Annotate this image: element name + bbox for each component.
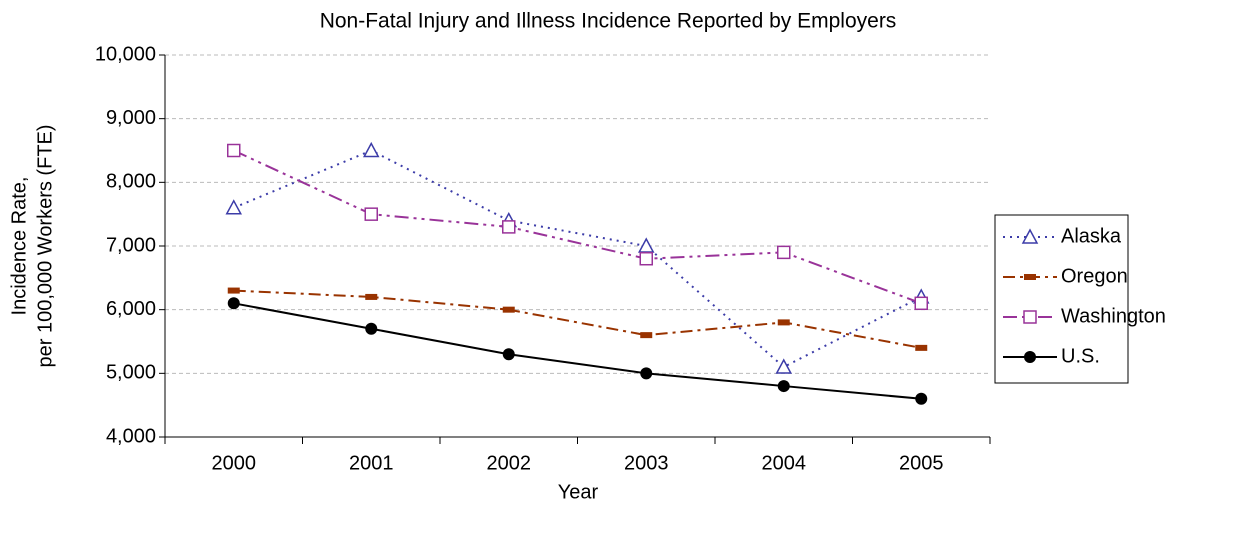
x-tick-label: 2004 — [762, 452, 807, 474]
marker — [777, 380, 790, 393]
x-tick-label: 2002 — [487, 452, 532, 474]
x-tick-label: 2001 — [349, 452, 394, 474]
marker — [502, 220, 516, 234]
legend-marker — [1023, 310, 1037, 324]
marker — [227, 287, 240, 294]
legend-label: Alaska — [1061, 225, 1122, 247]
marker — [227, 297, 240, 310]
y-axis-title: per 100,000 Workers (FTE) — [34, 124, 56, 367]
marker — [365, 293, 378, 300]
y-tick-label: 10,000 — [95, 43, 156, 65]
x-tick-label: 2005 — [899, 452, 944, 474]
marker — [777, 319, 790, 326]
marker — [365, 322, 378, 335]
y-tick-label: 6,000 — [106, 298, 156, 320]
legend-label: Oregon — [1061, 265, 1128, 287]
series-line — [233, 289, 922, 349]
legend-marker — [1024, 351, 1036, 363]
marker — [227, 143, 241, 158]
marker — [364, 207, 378, 221]
marker — [640, 332, 653, 339]
marker — [775, 358, 793, 374]
legend — [994, 214, 1129, 384]
series-line — [233, 149, 922, 369]
y-tick-label: 4,000 — [106, 425, 156, 447]
marker — [777, 245, 791, 260]
x-tick-label: 2000 — [212, 452, 257, 474]
legend-marker — [1021, 228, 1039, 244]
y-tick-label: 7,000 — [106, 234, 156, 256]
marker — [362, 141, 380, 158]
y-axis-title: Incidence Rate, — [8, 177, 30, 316]
legend-label: U.S. — [1061, 345, 1100, 367]
marker — [914, 296, 928, 311]
marker — [225, 199, 243, 215]
y-tick-label: 5,000 — [106, 362, 156, 384]
series-line — [233, 149, 922, 305]
y-tick-label: 8,000 — [106, 171, 156, 193]
chart-title: Non-Fatal Injury and Illness Incidence R… — [320, 10, 897, 33]
marker — [640, 367, 653, 380]
marker — [502, 306, 515, 313]
marker — [915, 344, 928, 351]
legend-label: Washington — [1061, 305, 1166, 327]
marker — [502, 348, 515, 361]
marker — [915, 392, 928, 405]
x-axis-title: Year — [558, 481, 599, 503]
series-line — [233, 302, 922, 400]
marker — [639, 251, 653, 266]
x-tick-label: 2003 — [624, 452, 669, 474]
legend-marker — [1024, 274, 1036, 280]
y-tick-label: 9,000 — [106, 107, 156, 129]
